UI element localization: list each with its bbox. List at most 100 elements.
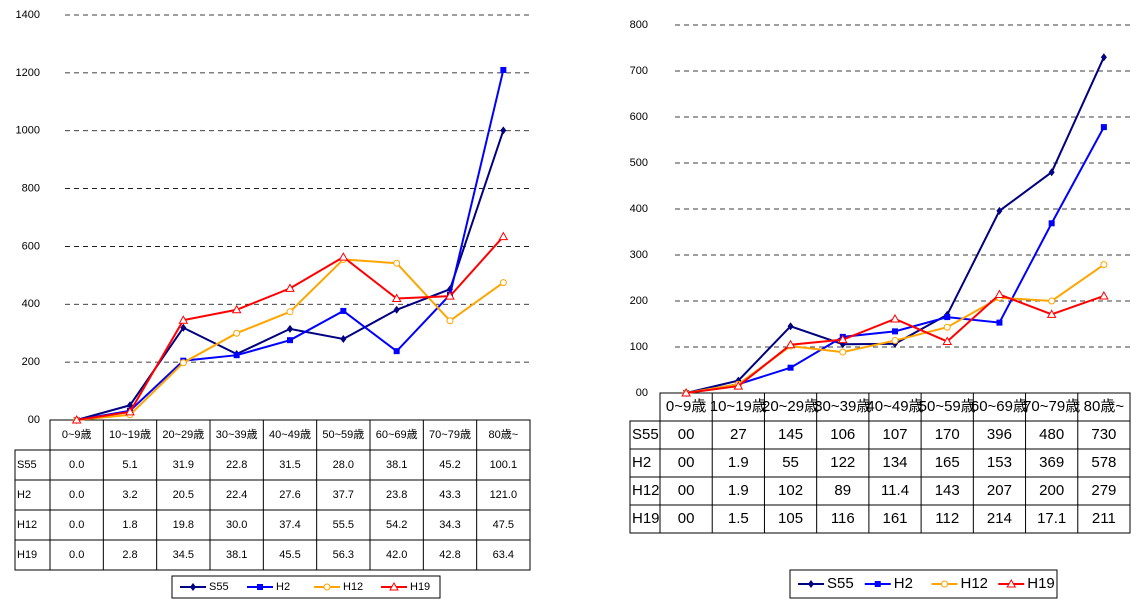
table-cell: 170 [935,426,960,443]
row-label: H12 [17,519,37,531]
table-cell: 396 [987,426,1012,443]
x-tick-label: 80歳~ [488,428,518,441]
table-cell: 153 [987,454,1012,471]
marker [233,329,241,337]
y-tick-label: 800 [630,19,648,31]
marker [787,322,794,331]
legend-marker [190,583,196,591]
marker [71,414,82,424]
legend-label: H12 [343,581,363,593]
row-label: H2 [17,489,31,501]
marker [285,283,295,292]
table-cell: 369 [1039,454,1064,471]
marker [393,259,401,267]
x-tick-label: 10~19歳 [710,398,767,415]
row-label: H12 [632,482,660,499]
row-label: H19 [17,549,37,561]
series-line [76,130,505,421]
marker [1100,124,1107,131]
table-cell: 1.5 [728,510,749,527]
table-cell: 00 [678,454,695,471]
x-tick-label: 40~49歳 [269,428,311,441]
x-tick-label: 80歳~ [1084,398,1125,415]
table-cell: 45.2 [439,459,460,471]
table-cell: 19.8 [173,519,194,531]
table-cell: 42.8 [439,549,460,561]
y-tick-label: 600 [630,111,648,123]
marker [996,206,1003,215]
table-cell: 54.2 [386,519,407,531]
legend-marker [808,580,814,588]
y-tick-label: 1000 [16,125,40,137]
chart: 00 100 200 300 400 500 600 700 800 0~9歳 10~19歳20~2… [629,19,1131,599]
marker [127,401,133,410]
marker [994,289,1005,299]
legend-marker [257,584,263,590]
legend-label: H19 [1027,575,1055,592]
row-label: S55 [632,426,659,443]
x-tick-label: 50~59歳 [919,398,976,415]
table-cell: 165 [935,454,960,471]
table-cell: 00 [678,426,695,443]
table-cell: 0.0 [69,489,84,501]
table-cell: 121.0 [490,489,518,501]
marker [393,305,400,314]
legend-label: S55 [209,581,229,593]
marker [1048,297,1056,305]
y-tick-label: 00 [28,414,40,426]
marker [1100,261,1108,269]
row-label: S55 [17,459,37,471]
table-cell: 578 [1091,454,1116,471]
y-tick-label: 400 [630,203,648,215]
table-cell: 38.1 [386,459,407,471]
table-cell: 100.1 [490,459,518,471]
y-tick-label: 400 [22,298,40,310]
x-tick-label: 40~49歳 [866,398,923,415]
y-tick-label: 200 [630,295,648,307]
marker [1048,220,1055,227]
marker [125,406,135,416]
table-cell: 116 [831,510,855,527]
marker [498,231,509,241]
table-cell: 214 [987,510,1012,527]
x-tick-label: 50~59歳 [322,428,364,441]
table-cell: 27.6 [279,489,300,501]
table-cell: 1.9 [728,482,749,499]
table-cell: 00 [678,510,695,527]
marker [891,337,899,345]
table-cell: 105 [778,510,803,527]
y-tick-label: 00 [636,387,648,399]
marker [233,352,240,359]
table-cell: 38.1 [226,549,247,561]
marker [1099,290,1109,300]
table-cell: 279 [1091,482,1116,499]
marker [890,313,900,323]
table-cell: 63.4 [493,549,514,561]
x-tick-label: 70~79歳 [429,428,471,441]
table-cell: 17.1 [1037,510,1066,527]
table-cell: 211 [1092,510,1116,527]
marker [1046,309,1057,318]
x-tick-label: 20~29歳 [762,398,819,415]
x-tick-label: 20~29歳 [162,428,204,441]
table-cell: 106 [830,426,855,443]
legend [171,575,441,599]
table-cell: 112 [935,510,959,527]
legend-marker [941,580,948,588]
table-cell: 3.2 [122,489,137,501]
marker [499,279,507,287]
chart: 00 200 400 600 800 1000 1200 1400 0~9歳 10~19歳 20~2… [14,9,531,599]
table-cell: 45.5 [279,549,300,561]
x-tick-label: 0~9歳 [62,428,92,441]
table-cell: 31.5 [279,459,300,471]
y-tick-label: 800 [22,182,40,194]
marker [231,304,242,314]
table-cell: 11.4 [881,482,909,499]
legend-label: H12 [961,575,989,592]
marker [785,339,796,349]
marker [445,291,455,300]
marker [391,293,402,302]
marker [340,307,347,314]
table-cell: 55.5 [333,519,354,531]
table-cell: 30.0 [226,519,247,531]
